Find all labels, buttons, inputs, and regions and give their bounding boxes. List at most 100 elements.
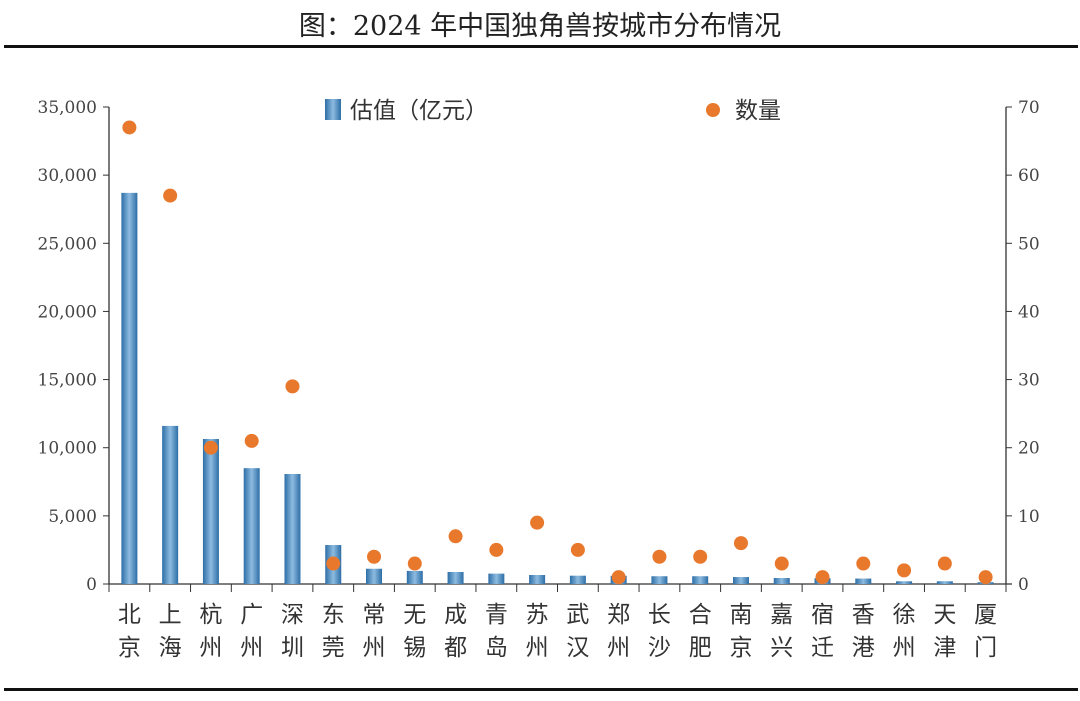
- bar: [529, 575, 546, 584]
- right-tick-label: 40: [1018, 302, 1040, 322]
- bar: [162, 425, 179, 584]
- scatter-point: [652, 549, 667, 564]
- right-tick-label: 50: [1018, 234, 1040, 254]
- x-tick-label: 香: [852, 602, 875, 628]
- x-tick-label: 州: [199, 635, 222, 661]
- bar: [488, 573, 505, 584]
- scatter-point: [448, 529, 463, 544]
- right-tick-label: 0: [1018, 575, 1029, 595]
- left-tick-label: 20,000: [38, 302, 97, 322]
- scatter-point: [897, 563, 912, 578]
- x-tick-label: 东: [322, 602, 345, 628]
- x-tick-label: 长: [648, 602, 671, 628]
- x-tick-label: 圳: [281, 635, 304, 661]
- scatter-point: [733, 536, 748, 551]
- legend-dot-swatch: [706, 103, 720, 117]
- scatter-point: [693, 549, 708, 564]
- x-tick-label: 州: [893, 635, 916, 661]
- scatter-point: [367, 549, 382, 564]
- scatter-point: [978, 570, 993, 585]
- bar: [855, 578, 872, 584]
- x-tick-label: 合: [689, 602, 712, 628]
- x-tick-label: 京: [729, 635, 752, 661]
- x-tick-label: 杭: [199, 602, 222, 628]
- bar: [406, 570, 423, 584]
- x-tick-label: 门: [974, 635, 997, 661]
- legend-bar-swatch: [325, 99, 341, 120]
- scatter-point: [611, 570, 626, 585]
- scatter-point: [774, 556, 789, 571]
- x-tick-label: 锡: [403, 635, 426, 661]
- scatter-point: [407, 556, 422, 571]
- left-tick-label: 10,000: [38, 439, 97, 459]
- scatter-point: [937, 556, 952, 571]
- x-tick-label: 州: [240, 635, 263, 661]
- x-tick-label: 武: [566, 602, 589, 628]
- scatter-point: [489, 542, 504, 557]
- bar: [732, 577, 749, 584]
- bar: [121, 192, 138, 585]
- right-tick-label: 70: [1018, 98, 1040, 118]
- x-tick-label: 常: [363, 602, 386, 628]
- scatter-point: [326, 556, 341, 571]
- bar: [366, 568, 383, 584]
- bar: [284, 474, 301, 584]
- left-tick-label: 35,000: [38, 98, 97, 118]
- scatter-point: [122, 120, 137, 135]
- x-tick-label: 徐: [893, 602, 916, 628]
- bar: [447, 572, 464, 584]
- scatter-point: [244, 433, 259, 448]
- scatter-point: [815, 570, 830, 585]
- x-tick-label: 青: [485, 602, 508, 628]
- bar: [692, 576, 709, 584]
- left-tick-label: 15,000: [38, 371, 97, 391]
- x-tick-label: 京: [118, 635, 141, 661]
- bottom-rule: [4, 688, 1078, 691]
- x-tick-label: 无: [403, 602, 426, 628]
- right-tick-label: 10: [1018, 507, 1040, 527]
- x-tick-label: 苏: [526, 602, 549, 628]
- scatter-point: [856, 556, 871, 571]
- x-tick-label: 成: [444, 602, 467, 628]
- left-tick-label: 5,000: [48, 507, 97, 527]
- x-tick-label: 汉: [566, 635, 589, 661]
- legend-dot-label: 数量: [735, 98, 781, 124]
- x-tick-label: 宿: [811, 602, 834, 628]
- bar: [202, 438, 219, 584]
- x-tick-label: 上: [159, 602, 182, 628]
- x-tick-label: 莞: [322, 635, 345, 661]
- x-tick-label: 广: [240, 602, 263, 628]
- scatter-point: [570, 542, 585, 557]
- right-tick-label: 60: [1018, 166, 1040, 186]
- left-tick-label: 25,000: [38, 234, 97, 254]
- x-tick-label: 天: [933, 602, 956, 628]
- x-tick-label: 海: [159, 635, 182, 661]
- x-tick-label: 州: [607, 635, 630, 661]
- x-tick-label: 津: [933, 635, 956, 661]
- x-tick-label: 都: [444, 635, 467, 661]
- x-tick-label: 北: [118, 602, 141, 628]
- x-tick-label: 沙: [648, 635, 671, 661]
- x-tick-label: 迁: [811, 635, 834, 661]
- bar: [896, 581, 913, 584]
- scatter-point: [530, 515, 545, 530]
- chart-title: 图：2024 年中国独角兽按城市分布情况: [298, 11, 782, 42]
- left-tick-label: 30,000: [38, 166, 97, 186]
- x-tick-label: 兴: [770, 635, 793, 661]
- x-tick-label: 岛: [485, 635, 508, 661]
- x-tick-label: 州: [363, 635, 386, 661]
- x-tick-label: 南: [729, 602, 752, 628]
- top-rule: [4, 45, 1078, 48]
- legend-bar-label: 估值（亿元）: [350, 98, 488, 124]
- x-tick-label: 港: [852, 635, 875, 661]
- x-tick-label: 嘉: [770, 602, 793, 628]
- x-tick-label: 厦: [974, 602, 997, 628]
- bar: [773, 578, 790, 584]
- x-tick-label: 肥: [689, 635, 712, 661]
- scatter-point: [285, 379, 300, 394]
- x-tick-label: 深: [281, 602, 304, 628]
- x-tick-label: 郑: [607, 602, 630, 628]
- scatter-point: [163, 188, 178, 203]
- bar: [651, 576, 668, 584]
